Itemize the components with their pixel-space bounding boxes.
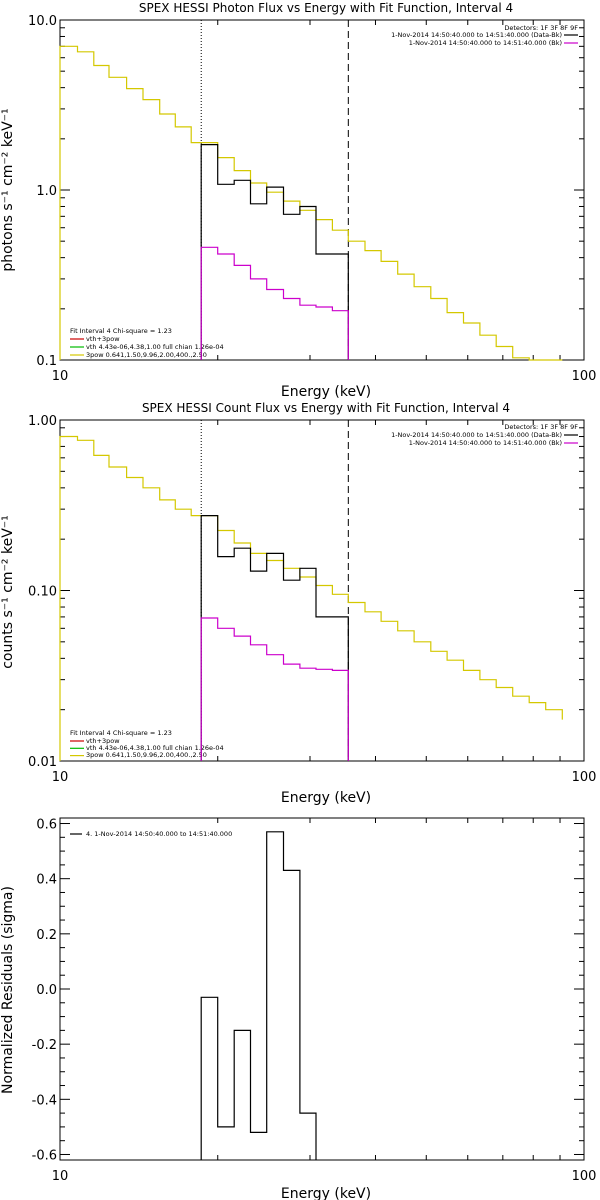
residuals-series-residuals xyxy=(200,831,317,1160)
count-flux-series-vth-3pow xyxy=(59,435,563,761)
residuals-x-tick-label: 100 xyxy=(572,1169,597,1184)
photon-flux-x-tick-label: 100 xyxy=(572,369,597,384)
count-flux-y-tick-label: 0.10 xyxy=(28,585,57,600)
photon-flux-fit-legend: Fit Interval 4 Chi-square = 1.23 xyxy=(70,327,172,335)
photon-flux-panel: SPEX HESSI Photon Flux vs Energy with Fi… xyxy=(0,1,596,400)
residuals-y-tick-label: -0.6 xyxy=(32,1148,57,1163)
count-flux-fit-legend: 3pow 0.641,1.50,9.96,2.00,400.,2.50 xyxy=(86,751,207,759)
residuals-y-tick-label: -0.2 xyxy=(32,1038,57,1053)
count-flux-x-tick-label: 10 xyxy=(52,770,69,785)
photon-flux-series-vth-3pow xyxy=(59,45,563,361)
count-flux-fit-legend: vth 4.43e-06,4.38,1.00 full chian 1.26e-… xyxy=(86,744,224,752)
photon-flux-fit-legend: 3pow 0.641,1.50,9.96,2.00,400.,2.50 xyxy=(86,351,207,359)
residuals-panel: Energy (keV) Normalized Residuals (sigma… xyxy=(0,817,597,1200)
photon-flux-frame xyxy=(59,19,585,361)
residuals-y-tick-label: 0.0 xyxy=(36,983,57,998)
count-flux-legend-item: 1-Nov-2014 14:50:40.000 to 14:51:40.000 … xyxy=(409,439,562,447)
count-flux-panel: SPEX HESSI Count Flux vs Energy with Fit… xyxy=(0,401,596,806)
residuals-frame xyxy=(59,817,585,1161)
count-flux-y-tick-label: 0.01 xyxy=(28,755,57,770)
photon-flux-legend-item: 1-Nov-2014 14:50:40.000 to 14:51:40.000 … xyxy=(391,31,562,39)
photon-flux-xlabel: Energy (keV) xyxy=(281,384,371,400)
residuals-x-tick-label: 10 xyxy=(52,1169,69,1184)
residuals-xlabel: Energy (keV) xyxy=(281,1186,371,1200)
photon-flux-fit-legend: vth+3pow xyxy=(86,335,120,343)
count-flux-title: SPEX HESSI Count Flux vs Energy with Fit… xyxy=(142,401,510,415)
photon-flux-y-tick-label: 10.0 xyxy=(28,14,57,29)
photon-flux-x-tick-label: 10 xyxy=(52,369,69,384)
photon-flux-series-bk xyxy=(200,246,349,360)
count-flux-detectors: Detectors: 1F 3F 8F 9F xyxy=(504,423,578,431)
photon-flux-y-tick-label: 0.1 xyxy=(36,354,57,369)
photon-flux-legend-item: 1-Nov-2014 14:50:40.000 to 14:51:40.000 … xyxy=(409,39,562,47)
photon-flux-fit-legend: vth 4.43e-06,4.38,1.00 full chian 1.26e-… xyxy=(86,343,224,351)
photon-flux-ylabel: photons s⁻¹ cm⁻² keV⁻¹ xyxy=(0,108,16,271)
residuals-y-tick-label: 0.4 xyxy=(36,873,57,888)
residuals-y-tick-label: 0.6 xyxy=(36,818,57,833)
count-flux-fit-legend: Fit Interval 4 Chi-square = 1.23 xyxy=(70,729,172,737)
count-flux-y-tick-label: 1.00 xyxy=(28,414,57,429)
count-flux-series-bk xyxy=(200,617,349,761)
count-flux-legend-item: 1-Nov-2014 14:50:40.000 to 14:51:40.000 … xyxy=(391,431,562,439)
count-flux-x-tick-label: 100 xyxy=(572,770,597,785)
residuals-y-tick-label: -0.4 xyxy=(32,1093,57,1108)
photon-flux-detectors: Detectors: 1F 3F 8F 9F xyxy=(504,24,578,32)
photon-flux-title: SPEX HESSI Photon Flux vs Energy with Fi… xyxy=(139,1,513,15)
residuals-y-tick-label: 0.2 xyxy=(36,928,57,943)
photon-flux-y-tick-label: 1.0 xyxy=(36,184,57,199)
count-flux-xlabel: Energy (keV) xyxy=(281,790,371,806)
count-flux-fit-legend: vth+3pow xyxy=(86,737,120,745)
count-flux-ylabel: counts s⁻¹ cm⁻² keV⁻¹ xyxy=(0,515,16,669)
count-flux-series-data-bk xyxy=(200,515,349,761)
residuals-legend-item: 4. 1-Nov-2014 14:50:40.000 to 14:51:40.0… xyxy=(86,830,232,838)
residuals-ylabel: Normalized Residuals (sigma) xyxy=(0,886,16,1094)
photon-flux-series-data-bk xyxy=(200,144,349,360)
count-flux-frame xyxy=(59,419,585,762)
